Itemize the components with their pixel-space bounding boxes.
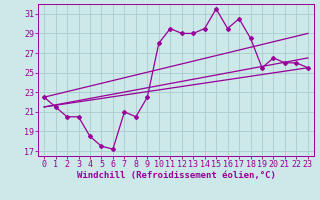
X-axis label: Windchill (Refroidissement éolien,°C): Windchill (Refroidissement éolien,°C) (76, 171, 276, 180)
